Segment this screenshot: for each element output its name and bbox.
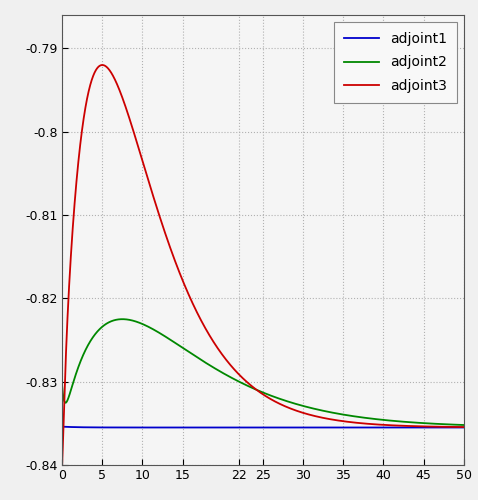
adjoint3 xyxy=(231,366,237,372)
adjoint3 xyxy=(213,343,219,349)
adjoint2 xyxy=(59,383,65,389)
adjoint2 xyxy=(129,318,135,324)
Legend: adjoint1, adjoint2, adjoint3: adjoint1, adjoint2, adjoint3 xyxy=(335,22,456,103)
adjoint2 xyxy=(105,320,111,326)
adjoint2 xyxy=(461,422,467,428)
Line: adjoint1: adjoint1 xyxy=(62,426,464,428)
adjoint2 xyxy=(120,316,125,322)
adjoint1 xyxy=(59,424,65,430)
Line: adjoint3: adjoint3 xyxy=(62,65,464,465)
adjoint3 xyxy=(453,424,459,430)
adjoint1 xyxy=(410,424,415,430)
adjoint1 xyxy=(459,424,465,430)
adjoint3 xyxy=(461,424,467,430)
adjoint1 xyxy=(213,424,219,430)
adjoint2 xyxy=(213,366,219,372)
adjoint3 xyxy=(410,423,415,429)
adjoint1 xyxy=(231,424,237,430)
adjoint1 xyxy=(129,424,135,430)
adjoint3 xyxy=(59,462,65,468)
adjoint3 xyxy=(105,66,111,71)
adjoint1 xyxy=(461,424,467,430)
adjoint1 xyxy=(105,424,111,430)
adjoint3 xyxy=(129,123,135,129)
adjoint2 xyxy=(410,420,415,426)
adjoint2 xyxy=(453,422,459,428)
adjoint2 xyxy=(231,376,237,382)
adjoint1 xyxy=(453,424,458,430)
Line: adjoint2: adjoint2 xyxy=(62,319,464,425)
adjoint3 xyxy=(99,62,105,68)
